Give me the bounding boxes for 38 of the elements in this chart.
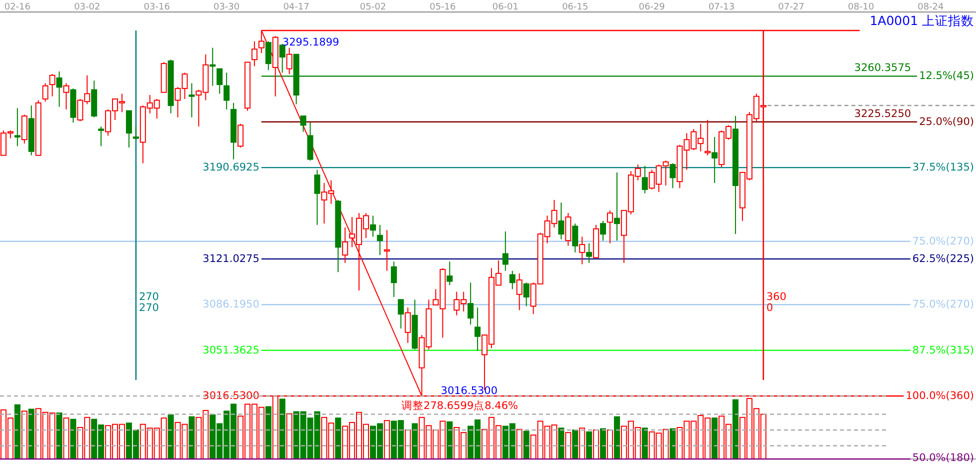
x-tick-label: 08-10 [848, 2, 874, 12]
annotation: 12.5%(45) [919, 70, 974, 82]
annotation: 37.5%(135) [912, 162, 974, 174]
ref-line-label: 3016.5300 [202, 390, 260, 402]
x-tick-label: 06-29 [638, 2, 666, 12]
x-tick-label: 03-16 [144, 2, 170, 12]
x-tick-label: 06-15 [562, 2, 588, 12]
cycle-line: 270 270 [135, 30, 159, 380]
x-tick-label: 08-24 [918, 2, 944, 12]
cycle-line: 360 0 [762, 30, 786, 380]
annotation: 75.0%(270) [912, 298, 974, 311]
x-tick-label: 03-02 [74, 2, 100, 12]
ref-line-label: 3121.0275 [202, 252, 260, 265]
annotation: 25.0%(90) [919, 116, 974, 128]
ref-line-label: 3051.3625 [202, 344, 260, 356]
ref-line-label: 3190.6925 [202, 162, 260, 174]
x-tick-label: 03-30 [213, 2, 240, 12]
annotation: 3295.1899 [282, 36, 340, 48]
x-tick-label: 07-13 [708, 2, 735, 12]
ref-line-label: 3225.5250 [854, 108, 912, 120]
x-tick-label: 07-27 [778, 2, 804, 12]
annotation: 50.0%(180) [912, 452, 974, 464]
x-tick-label: 04-17 [283, 2, 310, 12]
ref-line-label: 3086.1950 [202, 298, 260, 311]
annotation: 3016.5300 [440, 385, 498, 397]
chart-title: 1A0001 上证指数 [870, 13, 974, 28]
annotation: 87.5%(315) [912, 344, 974, 356]
annotation: 调整278.6599点8.46% [402, 399, 518, 412]
annotation: 62.5%(225) [912, 252, 974, 265]
annotation: 360 0 [766, 291, 786, 314]
ref-line-label: 3260.3575 [854, 62, 912, 74]
x-tick-label: 05-16 [430, 2, 456, 12]
annotation: 100.0%(360) [906, 390, 974, 402]
x-tick-label: 06-01 [492, 2, 519, 12]
x-tick-label: 05-02 [360, 2, 386, 12]
x-tick-label: 02-16 [4, 2, 31, 12]
annotation: 75.0%(270) [912, 235, 974, 248]
annotation: 270 270 [138, 291, 159, 314]
